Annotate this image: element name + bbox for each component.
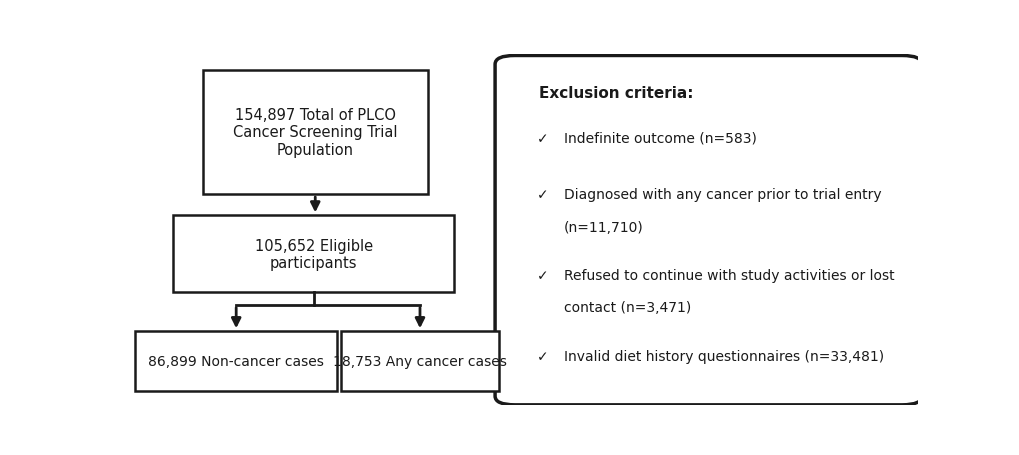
Text: Exclusion criteria:: Exclusion criteria: <box>538 86 692 101</box>
FancyBboxPatch shape <box>173 216 453 293</box>
Text: 154,897 Total of PLCO
Cancer Screening Trial
Population: 154,897 Total of PLCO Cancer Screening T… <box>232 108 397 157</box>
Text: ✓: ✓ <box>536 188 548 202</box>
FancyBboxPatch shape <box>494 56 921 405</box>
Text: ✓: ✓ <box>536 131 548 146</box>
Text: 105,652 Eligible
participants: 105,652 Eligible participants <box>255 238 372 270</box>
Text: 86,899 Non-cancer cases: 86,899 Non-cancer cases <box>148 354 324 368</box>
FancyBboxPatch shape <box>203 71 428 195</box>
Text: ✓: ✓ <box>536 268 548 282</box>
Text: Invalid diet history questionnaires (n=33,481): Invalid diet history questionnaires (n=3… <box>564 349 883 363</box>
Text: Refused to continue with study activities or lost

contact (n=3,471): Refused to continue with study activitie… <box>564 268 894 314</box>
Text: 18,753 Any cancer cases: 18,753 Any cancer cases <box>333 354 506 368</box>
FancyBboxPatch shape <box>136 331 336 391</box>
Text: Diagnosed with any cancer prior to trial entry

(n=11,710): Diagnosed with any cancer prior to trial… <box>564 188 880 234</box>
Text: Indefinite outcome (n=583): Indefinite outcome (n=583) <box>564 131 756 146</box>
FancyBboxPatch shape <box>340 331 498 391</box>
Text: ✓: ✓ <box>536 349 548 363</box>
